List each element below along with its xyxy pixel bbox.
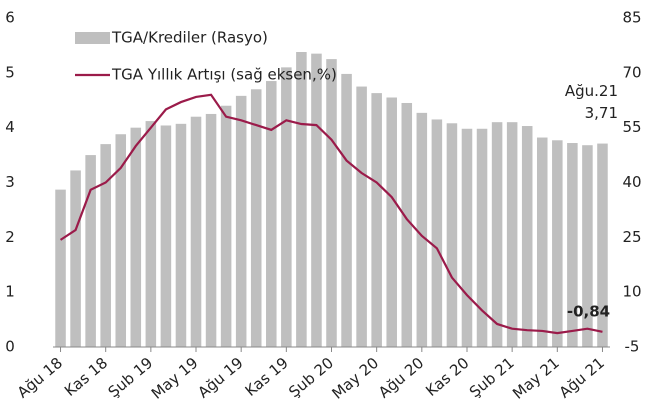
x-tick-label: Kas 18 bbox=[61, 354, 111, 400]
y-tick-label: 0 bbox=[5, 338, 15, 356]
bar bbox=[250, 89, 262, 348]
x-tick-label: Ağu 19 bbox=[194, 354, 246, 402]
bar bbox=[235, 95, 247, 347]
x-tick-label: May 19 bbox=[148, 354, 202, 403]
bar bbox=[220, 105, 232, 347]
y2-tick-label: 25 bbox=[622, 228, 641, 246]
bar bbox=[476, 128, 488, 347]
bar bbox=[446, 123, 458, 347]
bar bbox=[160, 125, 172, 348]
bar bbox=[371, 93, 382, 347]
x-tick-label: Kas 20 bbox=[422, 354, 472, 400]
y2-tick-label: 10 bbox=[622, 283, 641, 301]
value-label: 3,71 bbox=[585, 104, 618, 122]
y-tick-label: 5 bbox=[5, 63, 15, 81]
bar bbox=[175, 123, 187, 347]
bar bbox=[55, 189, 66, 347]
line bbox=[59, 93, 603, 335]
y-tick-label: 3 bbox=[5, 173, 15, 191]
x-tick-label: Şub 19 bbox=[105, 354, 157, 401]
bar bbox=[401, 102, 413, 347]
bar bbox=[145, 121, 157, 347]
bar bbox=[341, 73, 352, 348]
bar bbox=[70, 170, 81, 347]
bar bbox=[552, 140, 563, 347]
bar bbox=[281, 67, 292, 347]
bar bbox=[597, 143, 608, 347]
bar bbox=[521, 126, 533, 347]
bar bbox=[356, 86, 367, 348]
bar bbox=[416, 112, 428, 347]
bar bbox=[582, 145, 593, 347]
bar bbox=[130, 127, 142, 348]
bar bbox=[205, 113, 217, 347]
bar bbox=[326, 59, 337, 347]
bar bbox=[506, 122, 518, 347]
x-tick-label: May 20 bbox=[329, 354, 383, 403]
y-tick-label: 2 bbox=[5, 228, 15, 246]
legend-swatch bbox=[75, 32, 110, 44]
bar bbox=[115, 134, 127, 347]
bar bbox=[190, 116, 202, 347]
x-tick-label: May 21 bbox=[509, 354, 563, 403]
bar bbox=[461, 128, 473, 347]
y2-tick-label: 70 bbox=[622, 63, 641, 81]
bar bbox=[431, 119, 443, 347]
x-tick-label: Ağu 20 bbox=[375, 354, 427, 402]
bar bbox=[100, 144, 111, 347]
annotation: Ağu.21 bbox=[565, 82, 618, 100]
bar bbox=[296, 51, 307, 347]
x-tick-label: Ağu 18 bbox=[14, 354, 66, 402]
bar bbox=[536, 137, 548, 347]
x-tick-label: Şub 20 bbox=[285, 354, 337, 401]
y2-tick-label: 85 bbox=[622, 9, 641, 27]
y-tick-label: 6 bbox=[5, 9, 15, 27]
y-tick-label: 4 bbox=[5, 118, 15, 136]
bar bbox=[311, 53, 322, 348]
bar bbox=[85, 155, 96, 347]
bar bbox=[491, 122, 503, 347]
y2-tick-label: 40 bbox=[622, 173, 641, 191]
value-label: -0,84 bbox=[567, 302, 610, 320]
bar bbox=[266, 81, 277, 347]
x-tick-label: Şub 21 bbox=[466, 354, 518, 401]
y-tick-label: 1 bbox=[5, 283, 15, 301]
bar bbox=[567, 143, 578, 347]
y2-tick-label: -5 bbox=[625, 338, 640, 356]
legend-label: TGA/Krediler (Rasyo) bbox=[111, 29, 268, 47]
x-tick-label: Ağu 21 bbox=[556, 354, 608, 402]
y2-tick-label: 55 bbox=[622, 118, 641, 136]
legend-label: TGA Yıllık Artışı (sağ eksen,%) bbox=[111, 66, 337, 84]
x-tick-label: Kas 19 bbox=[242, 354, 292, 400]
bar bbox=[386, 97, 397, 347]
